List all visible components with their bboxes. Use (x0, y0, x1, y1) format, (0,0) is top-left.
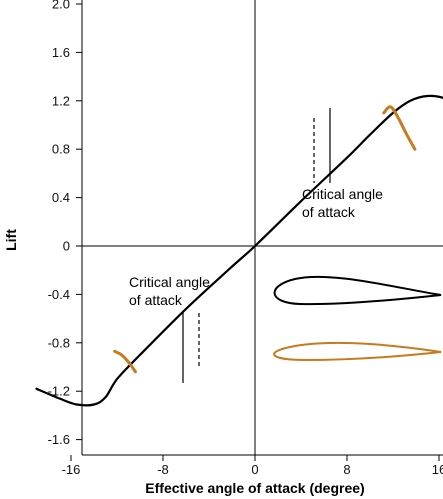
y-tick-label: -0.8 (48, 335, 70, 350)
y-axis-title: Lift (3, 229, 19, 251)
x-tick-label: 8 (343, 462, 350, 477)
x-tick-label: 0 (251, 462, 258, 477)
y-tick-label: -1.2 (48, 384, 70, 399)
annotation-right-line1: Critical angle (302, 186, 383, 202)
x-axis-title: Effective angle of attack (degree) (145, 480, 364, 496)
x-tick-label: -16 (62, 462, 81, 477)
annotation-left-line1: Critical angle (129, 274, 210, 290)
x-tick-label: 16 (432, 462, 443, 477)
ticks: -24-16-80816242.01.61.20.80.40-0.4-0.8-1… (48, 0, 443, 477)
y-tick-label: -0.4 (48, 287, 70, 302)
y-tick-label: 0.8 (52, 142, 70, 157)
x-tick-label: -8 (157, 462, 169, 477)
stall-curve-line (113, 349, 137, 374)
stall-curve-line (382, 105, 417, 151)
airfoil-orange-icon (273, 341, 442, 362)
y-tick-label: 0.4 (52, 190, 70, 205)
annotation-left-line2: of attack (129, 292, 183, 308)
lift-curve-line (35, 94, 443, 407)
y-tick-label: 1.2 (52, 93, 70, 108)
y-tick-label: 0 (63, 239, 70, 254)
y-tick-label: -1.6 (48, 432, 70, 447)
airfoil-black-icon (273, 275, 442, 306)
plot-marks (35, 94, 443, 407)
annotation-right-line2: of attack (302, 204, 356, 220)
y-tick-label: 1.6 (52, 45, 70, 60)
y-tick-label: 2.0 (52, 0, 70, 12)
